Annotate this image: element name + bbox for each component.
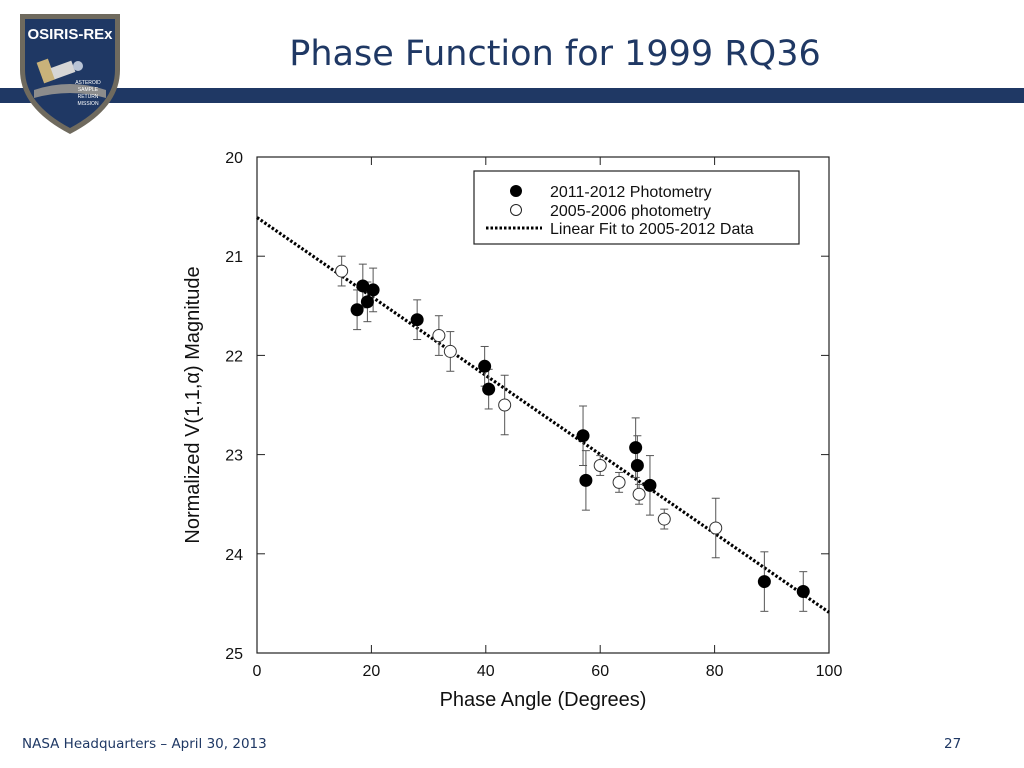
data-point-2005-2006 — [593, 459, 607, 473]
legend-marker-filled — [510, 185, 522, 197]
legend: 2011-2012 Photometry 2005-2006 photometr… — [473, 170, 800, 245]
y-tick-label: 24 — [225, 547, 243, 564]
data-point-2011-2012 — [796, 584, 810, 598]
data-point-2011-2012 — [410, 313, 424, 327]
plot-frame — [256, 156, 830, 654]
x-tick-label: 100 — [816, 663, 843, 680]
footer-left: NASA Headquarters – April 30, 2013 — [22, 736, 267, 752]
legend-label-1: 2011-2012 Photometry — [550, 184, 712, 201]
x-axis-label: Phase Angle (Degrees) — [440, 689, 647, 711]
data-point-2011-2012 — [630, 459, 644, 473]
data-point-2005-2006 — [632, 487, 646, 501]
svg-text:ASTEROID: ASTEROID — [75, 80, 101, 86]
data-point-2011-2012 — [366, 283, 380, 297]
data-point-2005-2006 — [335, 264, 349, 278]
x-tick-label: 80 — [706, 663, 724, 680]
data-point-2005-2006 — [657, 512, 671, 526]
data-point-2005-2006 — [443, 344, 457, 358]
y-tick-label: 23 — [225, 448, 243, 465]
data-point-2011-2012 — [579, 473, 593, 487]
data-point-2011-2012 — [478, 359, 492, 373]
legend-box — [473, 170, 800, 245]
svg-text:MISSION: MISSION — [77, 101, 99, 107]
data-point-2011-2012 — [757, 575, 771, 589]
data-point-2011-2012 — [643, 478, 657, 492]
x-tick-label: 40 — [477, 663, 495, 680]
legend-label-3: Linear Fit to 2005-2012 Data — [550, 221, 754, 238]
header-bar — [0, 88, 1024, 103]
logo-text: OSIRIS-REx — [27, 26, 113, 43]
data-point-2011-2012 — [576, 429, 590, 443]
legend-marker-open — [510, 204, 522, 216]
y-tick-label: 22 — [225, 348, 243, 365]
y-axis-label: Normalized V(1,1,α) Magnitude — [182, 266, 204, 543]
data-point-2005-2006 — [709, 521, 723, 535]
data-point-2011-2012 — [360, 295, 374, 309]
data-point-2011-2012 — [482, 382, 496, 396]
svg-text:RETURN: RETURN — [78, 94, 99, 100]
data-point-2011-2012 — [629, 441, 643, 455]
x-tick-label: 20 — [363, 663, 381, 680]
y-tick-label: 20 — [225, 150, 243, 167]
x-tick-label: 0 — [253, 663, 262, 680]
legend-label-2: 2005-2006 photometry — [550, 203, 711, 220]
slide-title: Phase Function for 1999 RQ36 — [289, 34, 821, 74]
linear-fit-line — [256, 216, 830, 614]
osiris-rex-logo: OSIRIS-REx ASTEROID SAMPLE RETURN MISSIO… — [14, 8, 126, 138]
data-point-2011-2012 — [350, 303, 364, 317]
data-point-2005-2006 — [612, 475, 626, 489]
y-tick-label: 21 — [225, 249, 243, 266]
x-tick-label: 60 — [591, 663, 609, 680]
data-point-2005-2006 — [432, 329, 446, 343]
data-point-2005-2006 — [498, 398, 512, 412]
svg-text:SAMPLE: SAMPLE — [78, 87, 99, 93]
y-tick-label: 25 — [225, 646, 243, 663]
page-number: 27 — [944, 736, 962, 752]
data-point-2011-2012 — [356, 279, 370, 293]
